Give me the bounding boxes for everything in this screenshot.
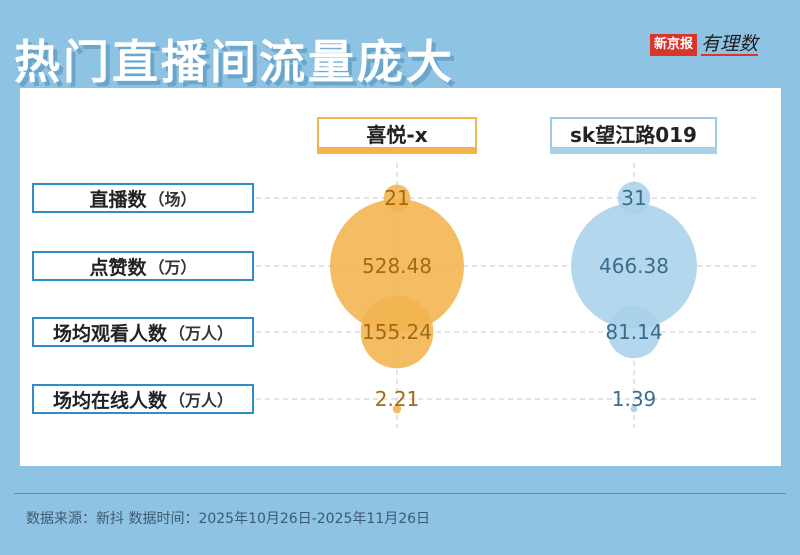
data-label: 1.39: [612, 387, 657, 411]
bubble-mark: [383, 184, 411, 212]
data-label: 31: [621, 186, 646, 210]
bubble-chart: 21 528.48 155.24 2.21 31 466.38 81.14 1.39: [256, 163, 760, 428]
source-note: 数据来源：新抖 数据时间：2025年10月26日-2025年11月26日: [26, 511, 431, 527]
bubble-mark: [607, 305, 661, 359]
brand-sub: 有理数: [701, 33, 759, 56]
brand-name: 新京报: [650, 34, 698, 56]
row-label-2: 场均观看人数 （万人）: [32, 317, 254, 347]
data-label: 81.14: [605, 320, 662, 344]
bubble-mark: [360, 295, 434, 369]
row-label-unit: （万人）: [169, 391, 234, 410]
data-label: 2.21: [375, 387, 420, 411]
chart-panel: 21 528.48 155.24 2.21 31 466.38 81.14 1.39 喜悦-x…: [20, 88, 781, 466]
row-label-unit: （万）: [148, 258, 197, 277]
data-label: 528.48: [362, 254, 432, 278]
row-label-unit: （场）: [148, 190, 197, 209]
page-title: 热门直播间流量庞大: [14, 35, 455, 89]
column-header-1: sk望江路019: [550, 117, 717, 154]
brand-logo: 新京报 有理数: [650, 33, 759, 56]
column-header-0: 喜悦-x: [317, 117, 477, 154]
data-label: 155.24: [362, 320, 432, 344]
row-label-text: 点赞数: [89, 256, 147, 279]
row-label-1: 点赞数 （万）: [32, 251, 254, 281]
row-label-3: 场均在线人数 （万人）: [32, 384, 254, 414]
bubble-mark: [330, 199, 464, 333]
row-label-0: 直播数 （场）: [32, 183, 254, 213]
data-label: 466.38: [599, 254, 669, 278]
data-label: 21: [384, 186, 409, 210]
bubble-mark: [392, 404, 402, 414]
row-label-text: 场均观看人数: [52, 322, 167, 345]
bubble-mark: [630, 405, 638, 413]
page-title-shadow: 热门直播间流量庞大: [18, 39, 459, 93]
footer-divider: [14, 493, 786, 494]
bubble-mark: [617, 181, 651, 215]
bubble-mark: [571, 203, 697, 329]
row-label-text: 直播数: [89, 188, 147, 211]
row-label-unit: （万人）: [169, 324, 234, 343]
row-label-text: 场均在线人数: [52, 389, 167, 412]
